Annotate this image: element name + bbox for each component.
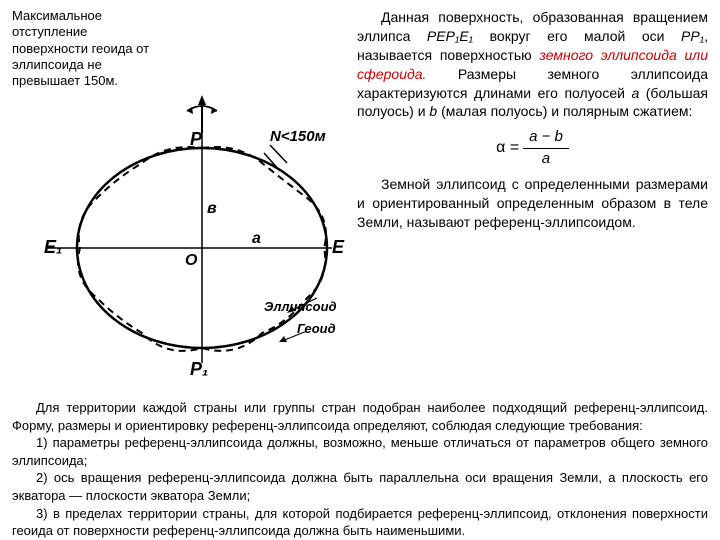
bottom-text: Для территории каждой страны или группы …	[12, 399, 708, 539]
geoid-diagram: a в O P P₁ E E₁ N<150м Эллипсоид	[12, 93, 347, 393]
label-O: O	[185, 252, 198, 269]
label-ellipsoid: Эллипсоид	[264, 299, 337, 314]
item-1: 1) параметры референц-эллипсоида должны,…	[12, 434, 708, 469]
intro: Для территории каждой страны или группы …	[12, 399, 708, 434]
label-E1: E₁	[44, 237, 62, 257]
label-E: E	[332, 237, 345, 257]
label-geoid: Геоид	[297, 321, 336, 336]
label-b: в	[207, 200, 217, 217]
caption-top: Максимальное отступление поверхности гео…	[12, 8, 162, 89]
item-3: 3) в пределах территории страны, для кот…	[12, 505, 708, 540]
formula-alpha: α = a − b a	[357, 127, 708, 169]
para-1: Данная поверхность, образованная вращени…	[357, 8, 708, 121]
item-2: 2) ось вращения референц-эллипсоида долж…	[12, 469, 708, 504]
label-N: N<150м	[270, 128, 326, 145]
label-P1: P₁	[190, 359, 208, 379]
para-2: Земной эллипсоид с определенными размера…	[357, 175, 708, 232]
label-a: a	[252, 230, 261, 247]
label-P: P	[190, 129, 203, 149]
